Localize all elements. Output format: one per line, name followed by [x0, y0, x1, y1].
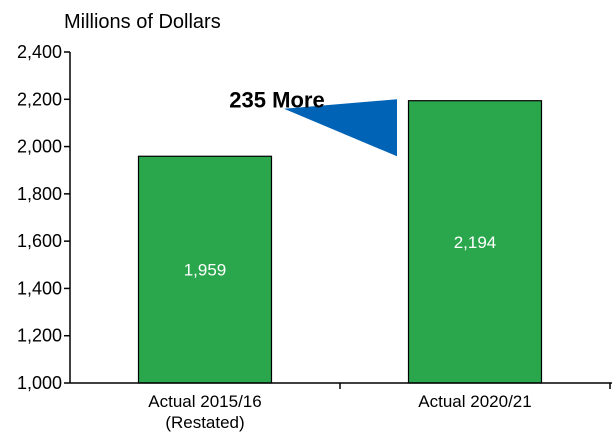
y-tick-label: 2,000	[17, 137, 62, 157]
y-tick-label: 1,800	[17, 184, 62, 204]
y-tick-label: 1,200	[17, 326, 62, 346]
difference-arrow	[284, 99, 397, 157]
bars: 1,959 2,194	[137, 100, 543, 384]
bar	[137, 155, 273, 384]
y-tick-label: 1,000	[17, 373, 62, 393]
x-axis: Actual 2015/16 (Restated) Actual 2020/21	[70, 382, 612, 432]
y-tick-label: 2,200	[17, 89, 62, 109]
x-category-label: Actual 2020/21	[418, 392, 531, 411]
x-category-label: Actual 2015/16	[148, 392, 261, 411]
y-tick-label: 1,600	[17, 231, 62, 251]
y-axis: 1,000 1,200 1,400 1,600 1,800 2,000 2,200 2,400	[17, 42, 71, 393]
y-tick-label: 1,400	[17, 278, 62, 298]
chart-subtitle: Millions of Dollars	[64, 11, 221, 33]
difference-label: 235 More	[229, 87, 324, 112]
bar-value-label: 2,194	[454, 233, 497, 252]
bar-value-label: 1,959	[184, 261, 227, 280]
y-tick-label: 2,400	[17, 42, 62, 62]
difference-annotation: 235 More	[229, 87, 397, 157]
x-category-label: (Restated)	[165, 413, 244, 432]
